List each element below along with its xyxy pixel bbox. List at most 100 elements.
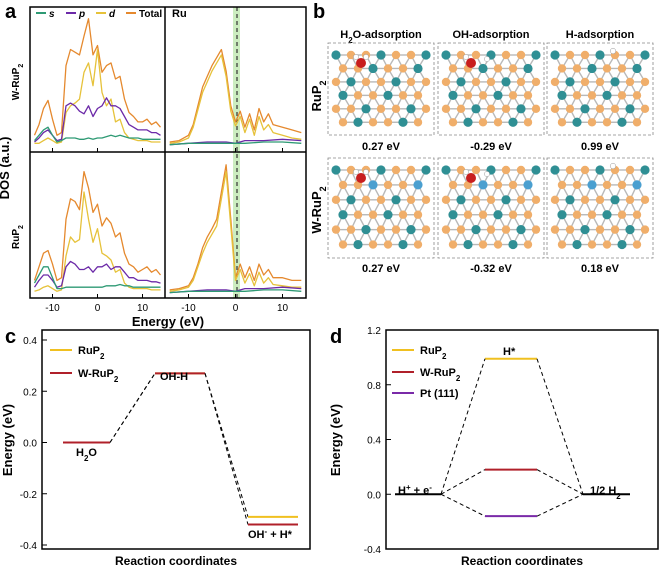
atom [376, 50, 386, 60]
atom [508, 210, 518, 219]
structure-cell-0-2 [546, 42, 654, 136]
legend-label-s: s [49, 9, 55, 20]
atom [391, 104, 401, 114]
atom [550, 225, 560, 234]
atom [486, 195, 496, 205]
d-legend-label-0-sub: 2 [442, 352, 447, 361]
atom [580, 195, 590, 205]
d-state-final: 1/2 H2 [590, 485, 621, 501]
dos-curve-s-0-left [34, 126, 161, 143]
atom [361, 77, 371, 87]
atom [587, 63, 597, 74]
atom [587, 91, 597, 100]
atom [610, 77, 620, 87]
atom [550, 195, 560, 205]
dos-curve-d-0-left [34, 48, 161, 144]
atom [595, 165, 605, 175]
atom [331, 104, 341, 114]
atom [346, 165, 356, 175]
atom [602, 180, 612, 190]
atom [421, 104, 431, 114]
atom [501, 225, 511, 234]
adsorbate-H [484, 56, 490, 62]
adsorbate-H [609, 47, 617, 55]
atom [398, 117, 408, 127]
atom [338, 118, 348, 127]
adsorbate-O [356, 58, 366, 68]
dos-curve-p-0-left [34, 97, 161, 143]
atom [493, 180, 503, 190]
atom [602, 90, 612, 100]
d-legend-label-1-sub: 2 [456, 374, 461, 383]
atom [580, 77, 590, 87]
atom [501, 77, 511, 87]
atom [368, 118, 378, 127]
atom [610, 195, 620, 205]
atom [391, 225, 401, 234]
atom [463, 239, 473, 250]
atom [508, 239, 518, 250]
a-ticklabel-1-0: -10 [181, 303, 196, 314]
atom [441, 165, 451, 175]
structure-cell-1-2 [546, 157, 654, 259]
c-legend-label-RuP2: RuP2 [78, 345, 105, 361]
atom [368, 180, 378, 190]
atom [398, 239, 408, 250]
atom [523, 118, 533, 127]
panel-b-energy-1-2: 0.18 eV [581, 263, 620, 275]
atom [550, 104, 560, 114]
atom [516, 165, 526, 175]
atom [587, 118, 597, 127]
atom [353, 91, 363, 100]
c-state-OH-H*-sup: - [265, 527, 268, 536]
atom [508, 91, 518, 100]
atom [617, 117, 627, 127]
atom [580, 50, 590, 60]
atom [463, 91, 473, 100]
atom [376, 165, 386, 175]
atom [441, 225, 451, 234]
atom [331, 50, 341, 60]
panel-c-ylabel: Energy (eV) [0, 404, 15, 476]
atom [413, 63, 423, 74]
atom [463, 117, 473, 127]
atom [602, 210, 612, 220]
atom [478, 240, 488, 249]
atom [376, 195, 386, 205]
atom [493, 118, 503, 127]
adsorbate-O [466, 173, 476, 183]
atom [516, 195, 526, 205]
d-state-initial-sup: + [406, 483, 411, 492]
atom [471, 165, 481, 175]
c-yticklabel-4: 0.4 [23, 336, 37, 347]
atom [448, 118, 458, 127]
legend-label-d: d [109, 9, 116, 20]
panel-label-c: c [5, 326, 16, 348]
atom [508, 180, 518, 190]
cell-border [437, 42, 545, 136]
atom [346, 77, 356, 87]
atom [331, 225, 341, 234]
atom [531, 104, 541, 114]
atom [463, 210, 473, 219]
atom [565, 195, 575, 205]
atom [557, 118, 567, 127]
atom [448, 64, 458, 73]
atom [398, 64, 408, 73]
adsorbate-H [484, 171, 490, 177]
atom [368, 210, 378, 219]
a-ticklabel-1-2: 10 [277, 303, 289, 314]
atom [413, 91, 423, 100]
atom [501, 165, 511, 175]
atom [516, 77, 526, 87]
atom [368, 240, 378, 249]
atom [531, 225, 541, 234]
panel-a-right-label: Ru [172, 8, 187, 20]
atom [617, 64, 627, 73]
atom [413, 210, 423, 219]
c-yticklabel-1: -0.2 [20, 490, 38, 501]
dos-curve-Total-1-left [33, 170, 162, 282]
atom [478, 118, 488, 127]
c-connector-1-1 [204, 373, 249, 525]
